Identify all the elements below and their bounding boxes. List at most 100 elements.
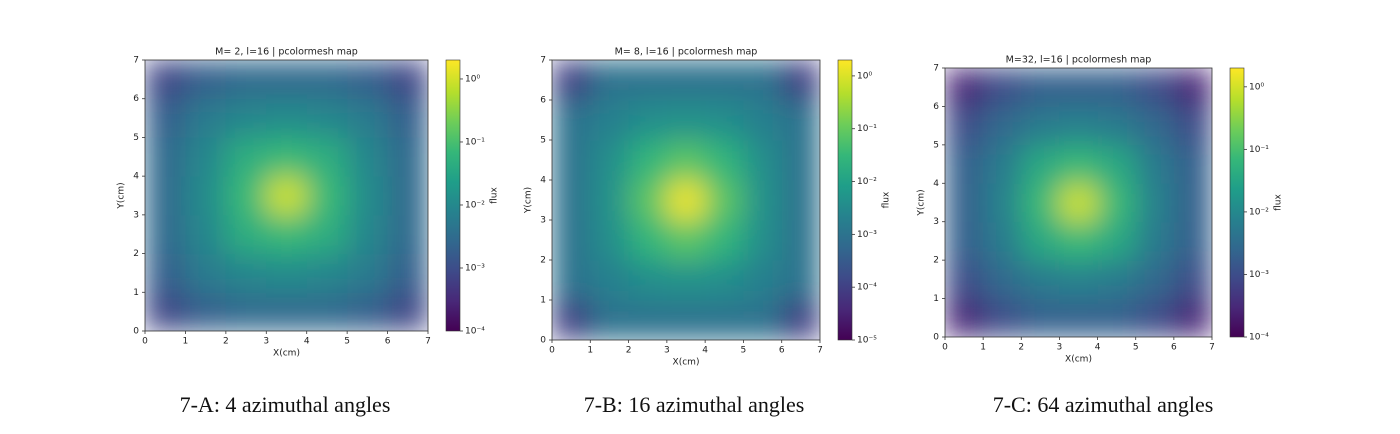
heatmap-cell — [1135, 183, 1175, 223]
y-tick-label: 7 — [133, 56, 139, 66]
heatmap-cell — [1059, 106, 1099, 146]
heatmap-cell — [347, 98, 389, 138]
heatmap-cell — [628, 300, 668, 340]
x-tick-label: 3 — [1057, 343, 1063, 353]
y-tick-label: 4 — [933, 179, 939, 189]
heatmap-cell — [705, 100, 744, 141]
y-tick-label: 2 — [933, 256, 939, 266]
heatmap-cell — [1135, 298, 1175, 337]
heatmap-cell — [590, 300, 630, 340]
colorbar-tick-label: 10⁻³ — [465, 263, 485, 273]
heatmap-cell — [225, 253, 267, 293]
heatmap-cell — [1173, 298, 1212, 337]
heatmap-cell — [628, 100, 668, 141]
heatmap-cell — [781, 140, 820, 181]
x-tick-label: 6 — [779, 346, 785, 356]
heatmap-cell — [983, 68, 1022, 107]
heatmap-cell — [306, 176, 348, 216]
heatmap-cell — [266, 98, 308, 138]
heatmap-cell — [145, 292, 186, 331]
y-tick-label: 3 — [540, 216, 546, 226]
heatmap-cell — [590, 260, 630, 301]
heatmap-cell — [185, 60, 227, 100]
heatmap-cell — [945, 260, 984, 300]
y-tick-label: 6 — [133, 94, 139, 104]
x-tick-label: 2 — [626, 346, 632, 356]
heatmap-cell — [306, 214, 348, 255]
y-tick-label: 1 — [933, 294, 939, 304]
x-axis-label: X(cm) — [1065, 355, 1092, 365]
heatmap-cell — [983, 298, 1022, 337]
colorbar-tick-label: 10⁻² — [857, 177, 877, 187]
colorbar — [1229, 67, 1245, 338]
heatmap-cell — [387, 253, 428, 293]
colorbar-tick-label: 10⁻⁵ — [857, 336, 877, 346]
x-tick-label: 2 — [223, 337, 229, 347]
heatmap-cell — [1097, 106, 1137, 146]
chart-title: M= 2, l=16 | pcolormesh map — [215, 47, 358, 58]
heatmap-cell — [743, 60, 783, 101]
heatmap-cell — [781, 60, 820, 101]
colorbar-tick-label: 10⁰ — [465, 74, 480, 84]
heatmap-cell — [1097, 144, 1137, 184]
heatmap — [945, 68, 1212, 337]
heatmap-cell — [387, 60, 428, 100]
y-tick-label: 7 — [540, 56, 546, 66]
heatmap-cell — [666, 180, 706, 221]
heatmap-cell — [743, 300, 783, 340]
heatmap-cell — [945, 183, 984, 223]
heatmap-cell — [225, 214, 267, 255]
heatmap-cell — [705, 260, 744, 301]
heatmap-cell — [185, 292, 227, 331]
colorbar-label: flux — [882, 191, 892, 208]
heatmap-cell — [781, 220, 820, 261]
x-axis-label: X(cm) — [273, 349, 300, 359]
x-tick-label: 6 — [1171, 343, 1177, 353]
colorbar-tick-label: 10⁻¹ — [857, 124, 877, 134]
heatmap-cell — [1021, 144, 1060, 184]
y-tick-label: 4 — [540, 176, 546, 186]
heatmap-cell — [705, 60, 744, 101]
heatmap-cell — [1135, 106, 1175, 146]
heatmap-cell — [628, 60, 668, 101]
y-tick-label: 7 — [933, 64, 939, 74]
y-tick-label: 6 — [933, 102, 939, 112]
heatmap-cell — [666, 300, 706, 340]
heatmap-cell — [225, 292, 267, 331]
axes-frame — [144, 59, 429, 332]
heatmap-cell — [1059, 183, 1099, 223]
y-tick-label: 5 — [133, 133, 139, 143]
heatmap-cell — [781, 260, 820, 301]
y-tick-label: 4 — [133, 172, 139, 182]
heatmap-cell — [552, 180, 591, 221]
heatmap-cell — [266, 60, 308, 100]
heatmap-cell — [387, 98, 428, 138]
y-tick-label: 2 — [133, 249, 139, 259]
heatmap-cell — [552, 100, 591, 141]
heatmap-cell — [628, 180, 668, 221]
colorbar-label: flux — [1274, 193, 1284, 210]
heatmap-cell — [1021, 221, 1060, 261]
heatmap-cell — [1097, 260, 1137, 300]
heatmap-cell — [666, 140, 706, 181]
heatmap-cell — [945, 144, 984, 184]
heatmap-cell — [781, 100, 820, 141]
heatmap-cell — [266, 253, 308, 293]
caption: 7-A: 4 azimuthal angles — [180, 392, 391, 417]
heatmap-cell — [145, 253, 186, 293]
colorbar-tick-label: 10⁻⁴ — [857, 283, 877, 293]
heatmap-cell — [945, 221, 984, 261]
x-tick-label: 2 — [1018, 343, 1024, 353]
chart-title: M=32, l=16 | pcolormesh map — [1006, 55, 1152, 66]
y-tick-label: 0 — [933, 333, 939, 343]
plot-area — [945, 68, 1212, 337]
heatmap-cell — [1173, 183, 1212, 223]
colorbar-tick-label: 10⁻³ — [1249, 270, 1269, 280]
heatmap-cell — [145, 137, 186, 177]
plot-area — [552, 60, 820, 340]
heatmap-cell — [266, 176, 308, 216]
x-tick-label: 0 — [549, 346, 555, 356]
heatmap-cell — [1059, 144, 1099, 184]
heatmap-cell — [552, 220, 591, 261]
x-tick-label: 3 — [263, 337, 269, 347]
